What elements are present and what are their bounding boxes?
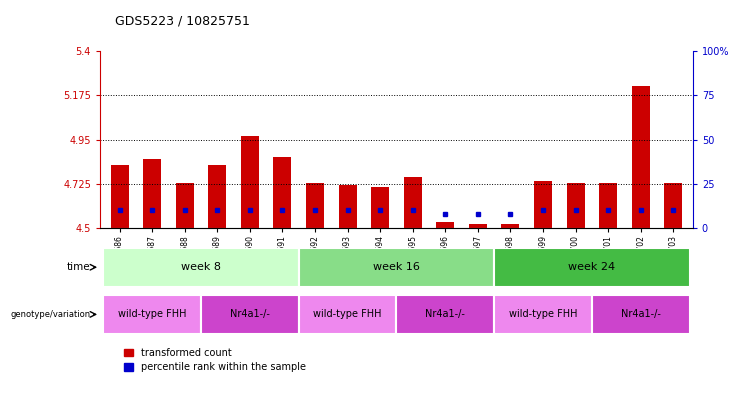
Text: Nr4a1-/-: Nr4a1-/- [621, 309, 661, 320]
Text: genotype/variation: genotype/variation [10, 310, 90, 319]
Bar [534, 181, 552, 228]
Text: wild-type FHH: wild-type FHH [313, 309, 382, 320]
Bar [502, 224, 519, 228]
Bar [241, 136, 259, 228]
Text: GDS5223 / 10825751: GDS5223 / 10825751 [115, 15, 250, 28]
Bar [404, 177, 422, 228]
Bar [665, 183, 682, 228]
Bar [371, 187, 389, 228]
Bar [273, 157, 291, 228]
Bar [299, 295, 396, 334]
Text: wild-type FHH: wild-type FHH [509, 309, 577, 320]
Bar [306, 183, 324, 228]
Text: week 24: week 24 [568, 262, 616, 272]
Bar [632, 86, 650, 228]
Bar [103, 295, 201, 334]
Bar [592, 295, 690, 334]
Text: Nr4a1-/-: Nr4a1-/- [425, 309, 465, 320]
Bar [208, 165, 226, 228]
Bar [176, 183, 193, 228]
Text: week 8: week 8 [181, 262, 221, 272]
Bar [110, 165, 128, 228]
Bar [143, 159, 161, 228]
Bar [103, 248, 299, 287]
Bar [299, 248, 494, 287]
Bar [469, 224, 487, 228]
Bar [494, 295, 592, 334]
Legend: transformed count, percentile rank within the sample: transformed count, percentile rank withi… [120, 344, 310, 376]
Text: week 16: week 16 [373, 262, 420, 272]
Bar [567, 183, 585, 228]
Bar [339, 185, 356, 228]
Text: time: time [67, 262, 90, 272]
Bar [396, 295, 494, 334]
Bar [436, 222, 454, 228]
Bar [599, 183, 617, 228]
Bar [494, 248, 690, 287]
Text: wild-type FHH: wild-type FHH [118, 309, 187, 320]
Bar [201, 295, 299, 334]
Text: Nr4a1-/-: Nr4a1-/- [230, 309, 270, 320]
